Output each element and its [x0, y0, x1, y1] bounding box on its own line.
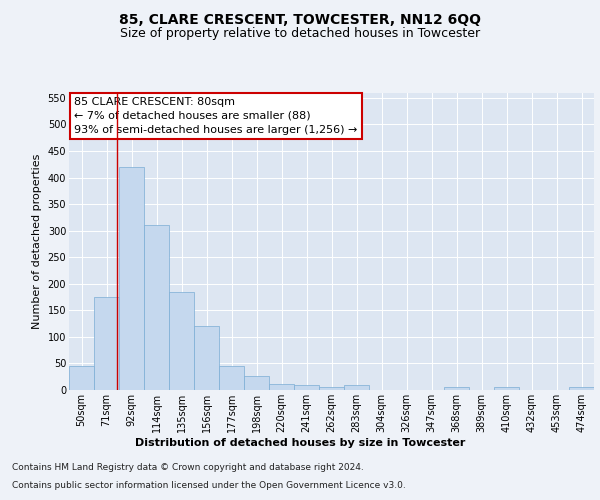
- Text: Distribution of detached houses by size in Towcester: Distribution of detached houses by size …: [135, 438, 465, 448]
- Bar: [244, 376, 269, 390]
- Bar: [494, 388, 519, 390]
- Text: Contains HM Land Registry data © Crown copyright and database right 2024.: Contains HM Land Registry data © Crown c…: [12, 464, 364, 472]
- Bar: [144, 226, 169, 390]
- Text: 85, CLARE CRESCENT, TOWCESTER, NN12 6QQ: 85, CLARE CRESCENT, TOWCESTER, NN12 6QQ: [119, 12, 481, 26]
- Y-axis label: Number of detached properties: Number of detached properties: [32, 154, 42, 329]
- Bar: [569, 388, 594, 390]
- Bar: [119, 167, 144, 390]
- Bar: [269, 384, 294, 390]
- Bar: [319, 387, 344, 390]
- Text: 85 CLARE CRESCENT: 80sqm
← 7% of detached houses are smaller (88)
93% of semi-de: 85 CLARE CRESCENT: 80sqm ← 7% of detache…: [74, 97, 358, 135]
- Text: Contains public sector information licensed under the Open Government Licence v3: Contains public sector information licen…: [12, 481, 406, 490]
- Bar: [69, 366, 94, 390]
- Bar: [294, 384, 319, 390]
- Bar: [344, 384, 369, 390]
- Bar: [219, 366, 244, 390]
- Bar: [94, 297, 119, 390]
- Text: Size of property relative to detached houses in Towcester: Size of property relative to detached ho…: [120, 28, 480, 40]
- Bar: [194, 326, 219, 390]
- Bar: [444, 388, 469, 390]
- Bar: [169, 292, 194, 390]
